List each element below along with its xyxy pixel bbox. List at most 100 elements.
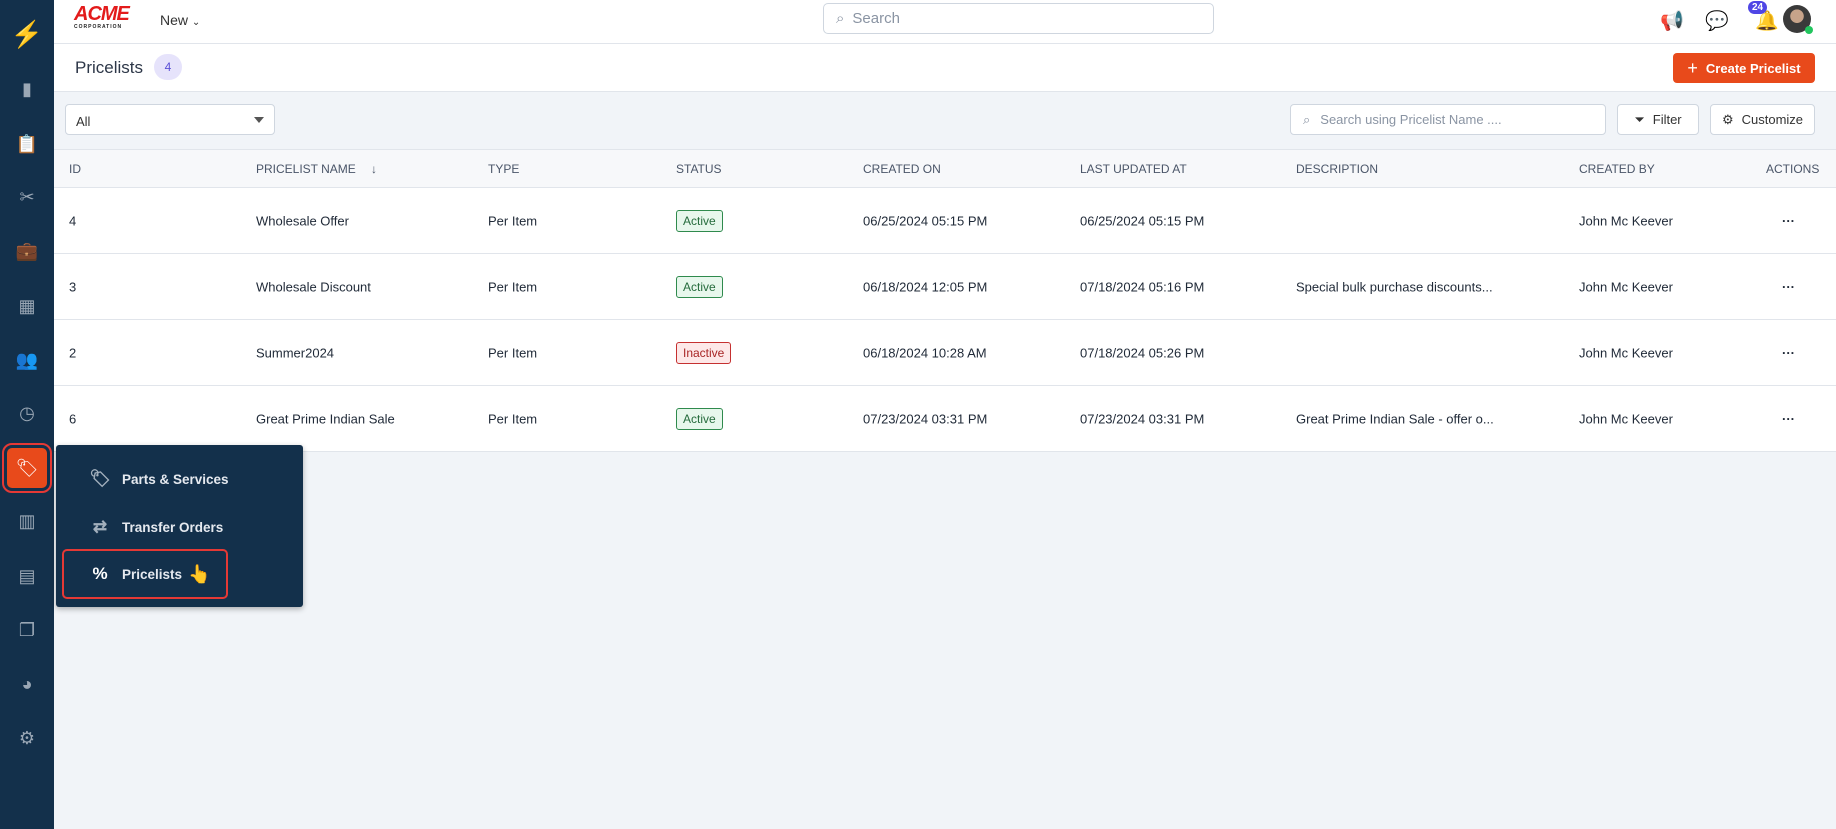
more-actions-icon[interactable]: ··· [1782, 411, 1795, 426]
chat-icon[interactable]: 💬 [1705, 11, 1729, 32]
menu-label: Pricelists [122, 566, 183, 582]
more-actions-icon[interactable]: ··· [1782, 213, 1795, 228]
title-bar: Pricelists 4 + Create Pricelist [54, 44, 1836, 92]
status-filter-select[interactable]: All [65, 104, 275, 135]
tag-icon[interactable]: 🏷 [2, 443, 52, 493]
page-title: Pricelists [75, 58, 144, 77]
top-header: ACME CORPORATION New ⌄ ⌕ Search 📢 💬 🔔 [54, 0, 1836, 44]
calendar-icon[interactable]: ▦ [18, 295, 36, 316]
app-logo-icon[interactable]: ⚡ [10, 18, 44, 49]
global-search-input[interactable]: ⌕ Search [823, 3, 1214, 34]
menu-item-parts-services[interactable]: 🏷 Parts & Services [64, 455, 289, 503]
megaphone-icon[interactable]: 📢 [1660, 11, 1684, 32]
dashboard-icon[interactable]: ▮ [22, 78, 32, 99]
column-header[interactable]: PRICELIST NAME [256, 161, 356, 176]
cell-created: 06/18/2024 12:05 PM [863, 279, 988, 294]
menu-item-transfer-orders[interactable]: ⇄ Transfer Orders [64, 503, 289, 551]
cell-created_by: John Mc Keever [1579, 411, 1673, 426]
cell-created_by: John Mc Keever [1579, 213, 1673, 228]
cell-name: Great Prime Indian Sale [256, 411, 395, 426]
cell-name: Wholesale Offer [256, 213, 349, 228]
status-badge: Active [676, 275, 723, 298]
hand-cursor-icon: 👆 [188, 563, 211, 584]
status-badge: Active [676, 407, 723, 430]
cell-updated: 07/23/2024 03:31 PM [1080, 411, 1205, 426]
cell-type: Per Item [488, 411, 538, 426]
table-header: ID PRICELIST NAME ↓ TYPE STATUS CREATED ON LAS… [54, 149, 1836, 188]
briefcase-icon[interactable]: 💼 [15, 240, 39, 261]
cell-description: Special bulk purchase discounts... [1296, 279, 1493, 294]
create-pricelist-button[interactable]: + Create Pricelist [1673, 53, 1815, 83]
tools-icon[interactable]: ✂ [19, 186, 35, 207]
column-header[interactable]: DESCRIPTION [1296, 161, 1379, 176]
more-actions-icon[interactable]: ··· [1782, 345, 1795, 360]
documents-icon[interactable]: ❐ [18, 619, 36, 640]
cell-id: 2 [69, 345, 77, 360]
column-header[interactable]: STATUS [676, 161, 722, 176]
table-row[interactable]: 3 Wholesale Discount Per Item Active 06/18/2… [54, 254, 1836, 320]
percent-icon: % [92, 564, 108, 583]
map-icon[interactable]: ▥ [18, 510, 36, 531]
pricelist-table: ID PRICELIST NAME ↓ TYPE STATUS CREATED ON LAS… [54, 149, 1836, 452]
cell-id: 4 [69, 213, 77, 228]
plus-icon: + [1687, 57, 1698, 78]
cell-updated: 06/25/2024 05:15 PM [1080, 213, 1205, 228]
cell-updated: 07/18/2024 05:16 PM [1080, 279, 1205, 294]
cell-type: Per Item [488, 345, 538, 360]
cell-created: 07/23/2024 03:31 PM [863, 411, 988, 426]
new-dropdown[interactable]: New ⌄ [160, 12, 200, 28]
more-actions-icon[interactable]: ··· [1782, 279, 1795, 294]
column-header[interactable]: CREATED ON [863, 161, 941, 176]
count-badge: 4 [154, 54, 182, 80]
select-value: All [76, 114, 91, 129]
cell-type: Per Item [488, 213, 538, 228]
settings-icon[interactable]: ⚙ [18, 727, 36, 748]
cell-type: Per Item [488, 279, 538, 294]
column-header[interactable]: LAST UPDATED AT [1080, 161, 1187, 176]
chevron-down-icon: ⌄ [191, 17, 201, 28]
notification-badge: 24 [1748, 1, 1768, 14]
new-label: New [160, 12, 189, 28]
column-header[interactable]: TYPE [488, 161, 520, 176]
clock-icon[interactable]: ◷ [19, 402, 35, 423]
column-header[interactable]: ID [69, 161, 81, 176]
clipboard-icon[interactable]: 📋 [15, 133, 39, 154]
cell-updated: 07/18/2024 05:26 PM [1080, 345, 1205, 360]
cell-id: 3 [69, 279, 77, 294]
filter-icon: ⏷ [1634, 111, 1645, 127]
search-placeholder: Search [852, 10, 900, 27]
table-row[interactable]: 6 Great Prime Indian Sale Per Item Active 07… [54, 386, 1836, 452]
cell-name: Summer2024 [256, 345, 335, 360]
search-icon: ⌕ [1303, 111, 1311, 127]
status-badge: Active [676, 209, 723, 232]
calculator-icon[interactable]: ▤ [18, 565, 36, 586]
menu-label: Parts & Services [122, 471, 229, 487]
avatar[interactable] [1783, 5, 1813, 34]
table-row[interactable]: 4 Wholesale Offer Per Item Active 06/25/2024… [54, 188, 1836, 254]
filter-button[interactable]: ⏷ Filter [1617, 104, 1699, 135]
cell-created_by: John Mc Keever [1579, 279, 1673, 294]
table-row[interactable]: 2 Summer2024 Per Item Inactive 06/18/2024 10… [54, 320, 1836, 386]
company-logo[interactable]: ACME CORPORATION [74, 3, 130, 30]
tag-icon: 🏷 [89, 469, 111, 488]
filter-label: Filter [1652, 112, 1682, 127]
sort-arrow-icon[interactable]: ↓ [371, 161, 377, 176]
sidebar: ⚡ ▮ 📋 ✂ 💼 ▦ 👥 ◷ 🏷 ▥ ▤ ❐ ◕ ⚙ [0, 0, 54, 829]
customize-button[interactable]: ⚙ Customize [1710, 104, 1815, 135]
search-placeholder: Search using Pricelist Name .... [1320, 112, 1502, 127]
flyout-menu: 🏷 Parts & Services ⇄ Transfer Orders % Pric… [56, 445, 303, 607]
pie-chart-icon[interactable]: ◕ [21, 673, 33, 694]
online-status-dot [1805, 26, 1813, 34]
cell-created: 06/25/2024 05:15 PM [863, 213, 988, 228]
users-icon[interactable]: 👥 [15, 349, 39, 370]
menu-item-pricelists[interactable]: % Pricelists 👆 [62, 549, 228, 599]
pricelist-search-input[interactable]: ⌕ Search using Pricelist Name .... [1290, 104, 1606, 135]
search-icon: ⌕ [836, 10, 845, 27]
bell-icon[interactable]: 🔔 [1755, 11, 1779, 32]
menu-label: Transfer Orders [122, 519, 224, 535]
gear-icon: ⚙ [1721, 111, 1734, 127]
cell-created_by: John Mc Keever [1579, 345, 1673, 360]
column-header[interactable]: ACTIONS [1766, 161, 1820, 176]
column-header[interactable]: CREATED BY [1579, 161, 1655, 176]
transfer-icon: ⇄ [92, 517, 108, 536]
